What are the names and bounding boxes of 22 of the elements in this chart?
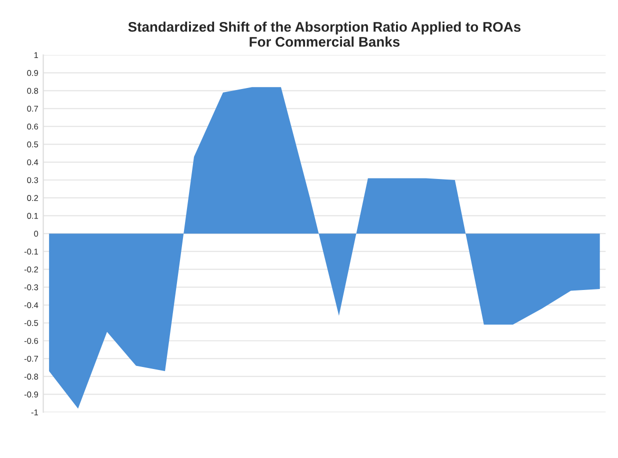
y-tick-label: 0.6 xyxy=(27,124,38,130)
y-tick-label: 0.3 xyxy=(27,177,38,184)
y-tick-label: -0.5 xyxy=(24,320,38,326)
y-tick-label: 0 xyxy=(34,230,38,237)
y-tick-label: -0.9 xyxy=(24,392,38,398)
y-tick-label: -0.1 xyxy=(24,248,38,255)
y-tick-label: -0.6 xyxy=(24,338,38,344)
y-tick-label: -0.7 xyxy=(24,356,38,362)
y-tick-label: 0.7 xyxy=(27,106,38,112)
y-tick-label: -1 xyxy=(31,409,38,416)
y-tick-label: 0.8 xyxy=(27,88,38,94)
y-tick-label: 1 xyxy=(34,52,38,58)
y-tick-label: -0.8 xyxy=(24,374,38,380)
chart-title: Standardized Shift of the Absorption Ratio Applied to ROAs For Commercial Banks xyxy=(128,22,521,47)
y-tick-label: 0.2 xyxy=(27,195,38,201)
y-tick-label: 0.9 xyxy=(27,70,38,76)
y-tick-label: 0.5 xyxy=(27,141,38,148)
y-tick-label: -0.4 xyxy=(24,302,38,308)
y-tick-label: 0.4 xyxy=(27,159,38,166)
y-tick-label: -0.2 xyxy=(24,266,38,272)
y-tick-label: -0.3 xyxy=(24,284,38,290)
y-tick-label: 0.1 xyxy=(27,212,38,219)
